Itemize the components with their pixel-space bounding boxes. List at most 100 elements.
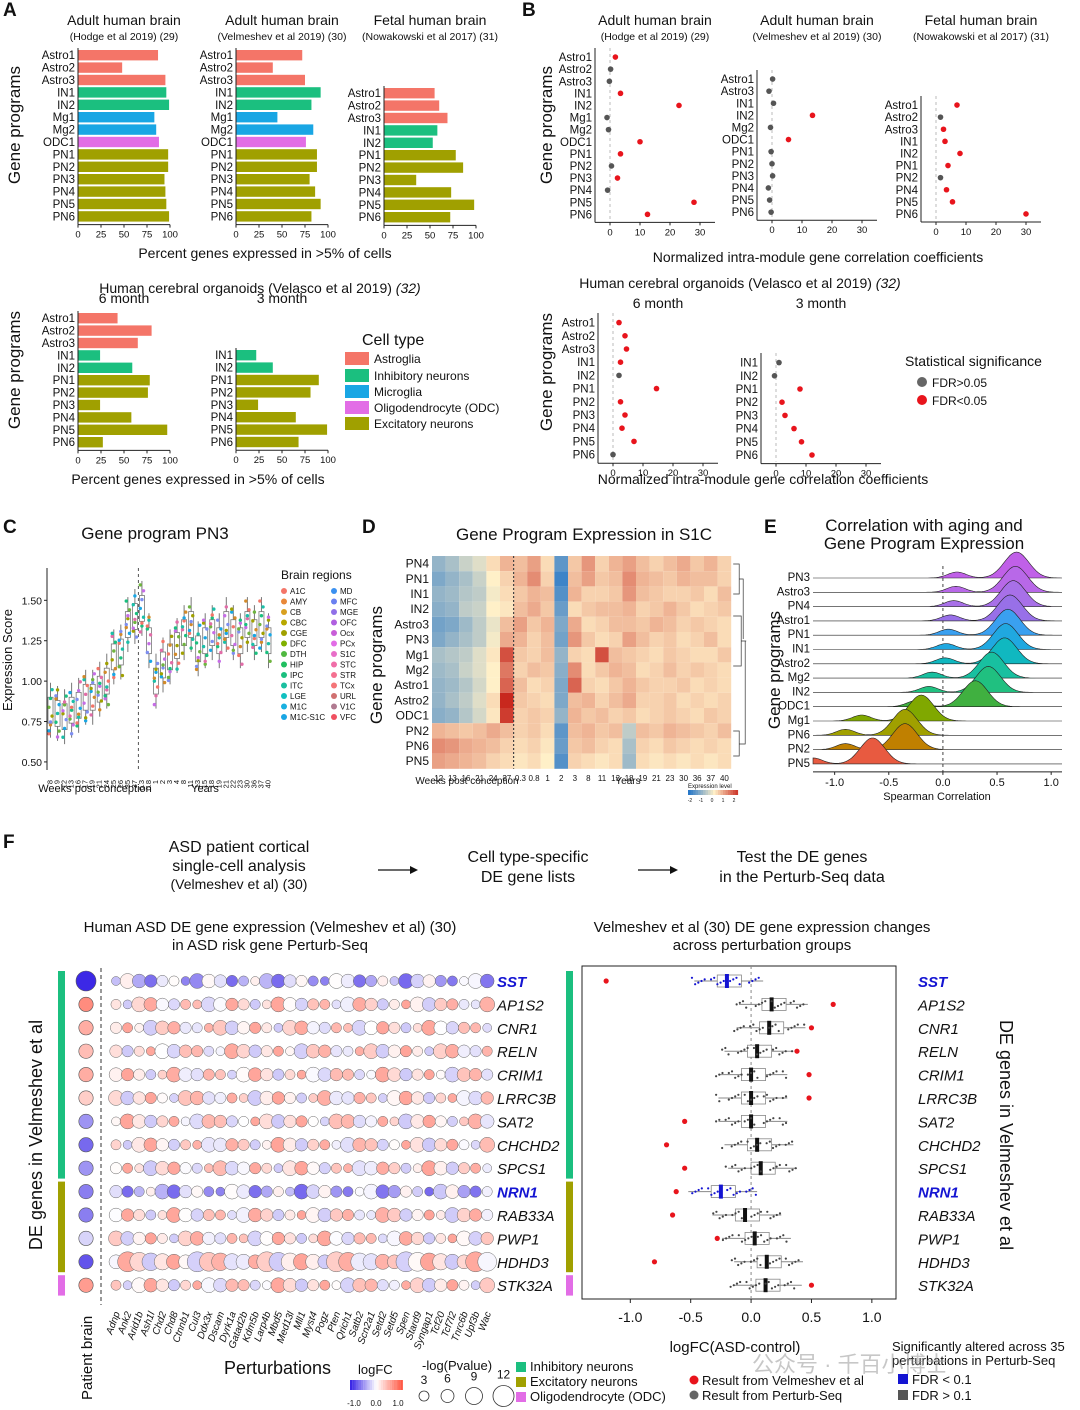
perturbation-dot	[364, 997, 378, 1011]
perturbation-dot	[178, 1067, 193, 1082]
row-label: PN3	[406, 633, 430, 647]
bar-PN4	[78, 186, 166, 197]
perturbation-dot	[320, 976, 330, 986]
box-point	[134, 611, 139, 616]
heatmap-cell	[500, 586, 514, 602]
perturbation-dot	[213, 974, 227, 988]
bar-PN4	[236, 186, 316, 197]
point-PN6	[809, 452, 815, 458]
heatmap-cell	[595, 556, 609, 572]
box-point	[205, 653, 209, 658]
perturbation-dot	[308, 1233, 318, 1244]
heatmap-cell	[472, 662, 487, 678]
perturbation-dot	[237, 1138, 250, 1151]
box-point	[736, 1028, 739, 1031]
heatmap-cell	[704, 692, 718, 708]
perturbation-dot	[353, 1232, 366, 1245]
heatmap-cell	[704, 632, 718, 648]
perturbation-dot	[214, 1092, 227, 1104]
box-point	[266, 615, 271, 619]
category-label: PN5	[359, 200, 381, 212]
bar-PN4	[384, 187, 452, 198]
heatmap-cell	[663, 738, 677, 754]
perturbation-dot	[227, 1069, 237, 1080]
heatmap-cell	[581, 571, 596, 587]
heatmap-cell	[608, 616, 623, 632]
region-swatch-MFC	[331, 598, 337, 605]
perturbation-dot	[295, 1138, 309, 1152]
point-PN5	[631, 438, 637, 445]
region-label: MD	[340, 587, 353, 596]
heatmap-cell	[513, 616, 528, 632]
box-point	[753, 1165, 756, 1168]
heatmap-cell	[704, 708, 718, 724]
box-3	[166, 629, 174, 685]
box-point	[729, 1187, 732, 1190]
region-label: IPC	[290, 671, 304, 680]
velmeshev-point	[806, 1072, 812, 1078]
f-fdr-swatch-nonsig	[898, 1390, 908, 1400]
box-point	[54, 697, 58, 701]
perturbation-dot	[458, 1021, 470, 1034]
box-point	[203, 662, 207, 666]
heatmap-cell	[500, 692, 514, 708]
perturbation-dot	[249, 1139, 261, 1151]
box-point	[772, 1098, 775, 1101]
logfc-gradient	[396, 1380, 399, 1390]
logfc-gradient	[380, 1380, 384, 1390]
box-point	[261, 631, 265, 636]
perturbation-dot	[133, 1186, 145, 1197]
perturbation-dot	[400, 1045, 412, 1058]
perturbation-dot	[307, 1279, 320, 1292]
box-point	[244, 622, 248, 627]
x-tick-label: 22	[228, 780, 237, 788]
heatmap-cell	[676, 556, 691, 572]
x-tick-label: 25	[254, 230, 265, 241]
heatmap-cell	[540, 616, 555, 632]
category-label: PN2	[736, 397, 758, 409]
panel-f-fdr-legend: Significantly altered across 35 perturba…	[892, 1339, 1065, 1403]
logfc-gradient	[358, 1380, 362, 1390]
perturbation-dot	[375, 1184, 390, 1199]
box-point	[718, 1217, 721, 1220]
perturbation-dot	[422, 997, 437, 1012]
heatmap-cell	[486, 586, 500, 602]
box-point	[784, 1121, 788, 1125]
perturbation-dot	[144, 1092, 157, 1104]
box-point	[176, 635, 181, 639]
panel-f-label: F	[3, 832, 15, 853]
box-point	[126, 640, 130, 644]
perturbation-dot	[387, 1067, 402, 1082]
point-Mg1	[604, 114, 610, 121]
category-label: PN4	[573, 423, 596, 435]
box-point	[765, 1120, 769, 1123]
box-point	[730, 1096, 734, 1100]
perturbation-dot	[376, 1138, 389, 1151]
box-point	[690, 976, 694, 979]
gene-label-left: SST	[497, 974, 528, 991]
heatmap-cell	[676, 616, 691, 632]
box-point	[715, 1075, 718, 1078]
x-tick-label: 100	[320, 230, 336, 241]
box-point	[230, 607, 234, 611]
box-point	[154, 670, 158, 675]
box-point	[119, 629, 123, 634]
point-PN1	[653, 385, 660, 392]
box-point	[794, 1167, 797, 1170]
perturbation-dot	[296, 1069, 307, 1080]
box-point	[251, 642, 255, 647]
panel-a-ylabel-bottom: Gene programs	[5, 311, 24, 429]
heatmap-cell	[568, 571, 582, 587]
box-16	[75, 677, 82, 733]
heatmap-cell	[500, 556, 514, 572]
heatmap-cell	[554, 586, 568, 602]
point-Astro3	[623, 346, 630, 352]
box-point	[159, 672, 164, 676]
heatmap-cell	[554, 616, 568, 632]
legend-gradient	[698, 790, 701, 795]
heatmap-cell	[676, 586, 691, 602]
perturbation-dot	[226, 1115, 238, 1128]
bar-PN3	[78, 399, 101, 411]
velmeshev-point	[682, 1165, 688, 1171]
category-label: IN2	[57, 100, 75, 112]
